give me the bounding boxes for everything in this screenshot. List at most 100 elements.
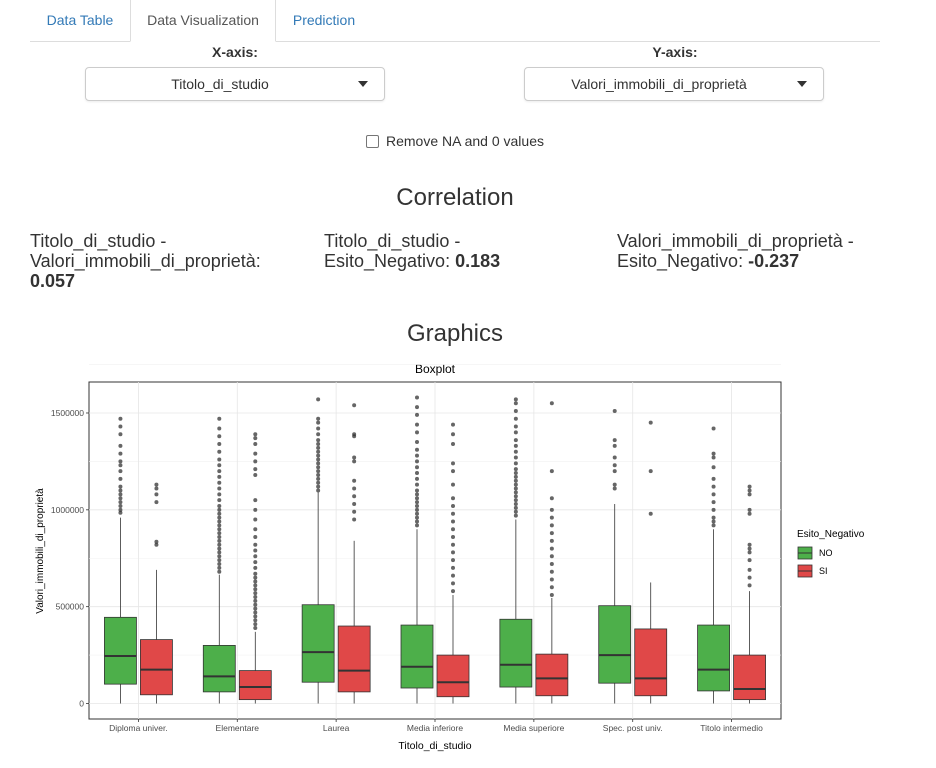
- outlier-point: [415, 430, 419, 435]
- outlier-point: [316, 472, 321, 477]
- box-no: [202, 416, 236, 704]
- box-body: [202, 645, 236, 693]
- outlier-point: [549, 496, 554, 501]
- y-tick-label: 0: [79, 699, 84, 709]
- outlier-point: [154, 500, 159, 505]
- outlier-point: [118, 500, 123, 505]
- outlier-point: [217, 441, 222, 446]
- outlier-point: [217, 457, 222, 462]
- outlier-point: [612, 438, 617, 443]
- outlier-point: [549, 523, 554, 528]
- x-tick-label: Media inferiore: [407, 723, 463, 733]
- y-axis-select[interactable]: Valori_immobili_di_proprietà: [524, 67, 824, 101]
- outlier-point: [648, 511, 653, 516]
- outlier-point: [253, 507, 258, 512]
- outlier-point: [217, 550, 222, 555]
- outlier-point: [253, 618, 258, 623]
- outlier-point: [217, 569, 222, 574]
- outlier-point: [316, 441, 321, 446]
- box-si: [733, 484, 766, 704]
- outlier-point: [711, 455, 716, 460]
- remove-na-label[interactable]: Remove NA and 0 values: [386, 133, 544, 149]
- outlier-point: [253, 459, 258, 464]
- x-tick-label: Diploma univer.: [109, 723, 168, 733]
- outlier-point: [253, 579, 258, 584]
- outlier-point: [648, 469, 653, 474]
- outlier-point: [253, 565, 258, 570]
- box-si: [140, 482, 173, 704]
- outlier-point: [415, 471, 419, 476]
- outlier-point: [513, 471, 518, 476]
- outlier-point: [451, 534, 455, 539]
- outlier-point: [253, 527, 258, 532]
- outlier-point: [513, 502, 518, 507]
- outlier-point: [217, 486, 222, 491]
- outlier-point: [217, 469, 222, 474]
- outlier-point: [513, 449, 518, 454]
- box-body: [634, 628, 668, 697]
- outlier-point: [352, 494, 357, 499]
- outlier-point: [253, 432, 258, 437]
- x-axis: Diploma univer. Elementare Laurea Media inf…: [109, 719, 763, 733]
- outlier-point: [451, 589, 455, 594]
- box-body: [436, 654, 470, 698]
- remove-na-checkbox[interactable]: [366, 135, 379, 148]
- tab-data-table[interactable]: Data Table: [46, 12, 114, 28]
- outlier-point: [451, 482, 455, 487]
- outlier-point: [747, 567, 752, 572]
- y-tick-label: 1000000: [51, 505, 84, 515]
- outlier-point: [316, 416, 321, 421]
- outlier-point: [316, 397, 321, 402]
- box-no: [697, 426, 730, 704]
- outlier-point: [118, 476, 123, 481]
- outlier-point: [711, 515, 716, 520]
- outlier-point: [217, 538, 222, 543]
- outlier-point: [415, 422, 419, 427]
- outlier-point: [217, 498, 222, 503]
- outlier-point: [217, 534, 222, 539]
- outlier-point: [253, 548, 258, 553]
- outlier-point: [549, 515, 554, 520]
- boxplot-chart: Boxplot 0 500000 1000000 1500000 Diploma un…: [35, 362, 865, 752]
- outlier-point: [451, 527, 455, 532]
- outlier-point: [352, 478, 357, 483]
- outlier-point: [217, 474, 222, 479]
- outlier-point: [415, 453, 419, 458]
- box-body: [400, 624, 434, 689]
- outlier-point: [316, 476, 321, 481]
- tab-prediction[interactable]: Prediction: [292, 12, 356, 28]
- chevron-down-icon: [797, 81, 807, 87]
- outlier-point: [217, 449, 222, 454]
- outlier-point: [747, 550, 752, 555]
- outlier-point: [513, 494, 518, 499]
- x-axis-select[interactable]: Titolo_di_studio: [85, 67, 385, 101]
- outlier-point: [253, 591, 258, 596]
- outlier-point: [415, 519, 419, 524]
- outlier-point: [747, 542, 752, 547]
- outlier-point: [253, 587, 258, 592]
- outlier-point: [217, 480, 222, 485]
- outlier-point: [217, 511, 222, 516]
- grid: [89, 364, 781, 719]
- outlier-point: [549, 585, 554, 590]
- outlier-point: [253, 542, 258, 547]
- legend-label-no: NO: [819, 548, 833, 558]
- outlier-point: [612, 463, 617, 468]
- outlier-point: [513, 474, 518, 479]
- tab-bar: Data Table Data Visualization Prediction: [30, 0, 880, 42]
- outlier-point: [316, 438, 321, 443]
- outlier-point: [352, 403, 357, 408]
- outlier-point: [118, 424, 123, 429]
- outlier-point: [747, 488, 752, 493]
- outlier-point: [316, 445, 321, 450]
- outlier-point: [316, 420, 321, 425]
- outlier-point: [154, 486, 159, 491]
- outlier-point: [711, 484, 716, 489]
- outlier-point: [217, 416, 222, 421]
- outlier-point: [451, 581, 455, 586]
- outlier-point: [253, 571, 258, 576]
- outlier-point: [612, 455, 617, 460]
- x-tick-label: Titolo intermedio: [700, 723, 763, 733]
- tab-data-visualization[interactable]: Data Visualization: [130, 0, 276, 42]
- outlier-point: [513, 498, 518, 503]
